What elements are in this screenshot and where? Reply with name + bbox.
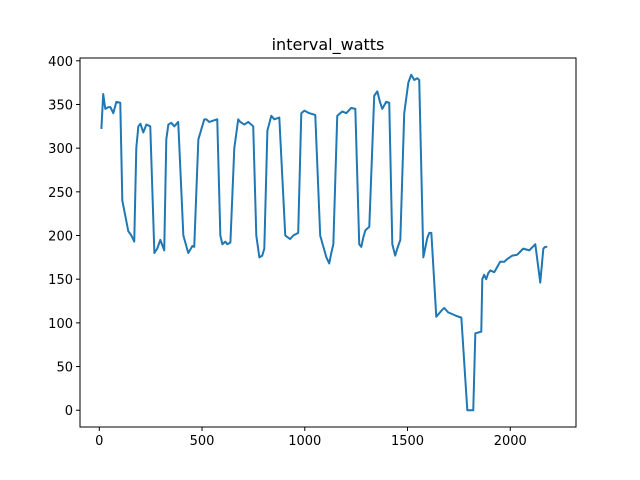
x-tick-label: 500	[190, 434, 215, 449]
plot-frame	[79, 57, 577, 428]
y-tick-label: 200	[48, 230, 73, 245]
y-tick-label: 50	[56, 361, 73, 376]
x-tick-label: 1000	[288, 434, 321, 449]
y-tick-label: 300	[48, 142, 73, 157]
chart-title: interval_watts	[272, 35, 385, 55]
y-tick-label: 400	[48, 55, 73, 70]
y-tick-label: 100	[48, 317, 73, 332]
y-tick-label: 150	[48, 273, 73, 288]
x-tick-label: 0	[95, 434, 103, 449]
x-tick-label: 1500	[391, 434, 424, 449]
y-tick-label: 350	[48, 98, 73, 113]
x-tick-label: 2000	[494, 434, 527, 449]
data-line	[100, 73, 548, 412]
y-tick-label: 0	[65, 404, 73, 419]
y-tick-label: 250	[48, 186, 73, 201]
